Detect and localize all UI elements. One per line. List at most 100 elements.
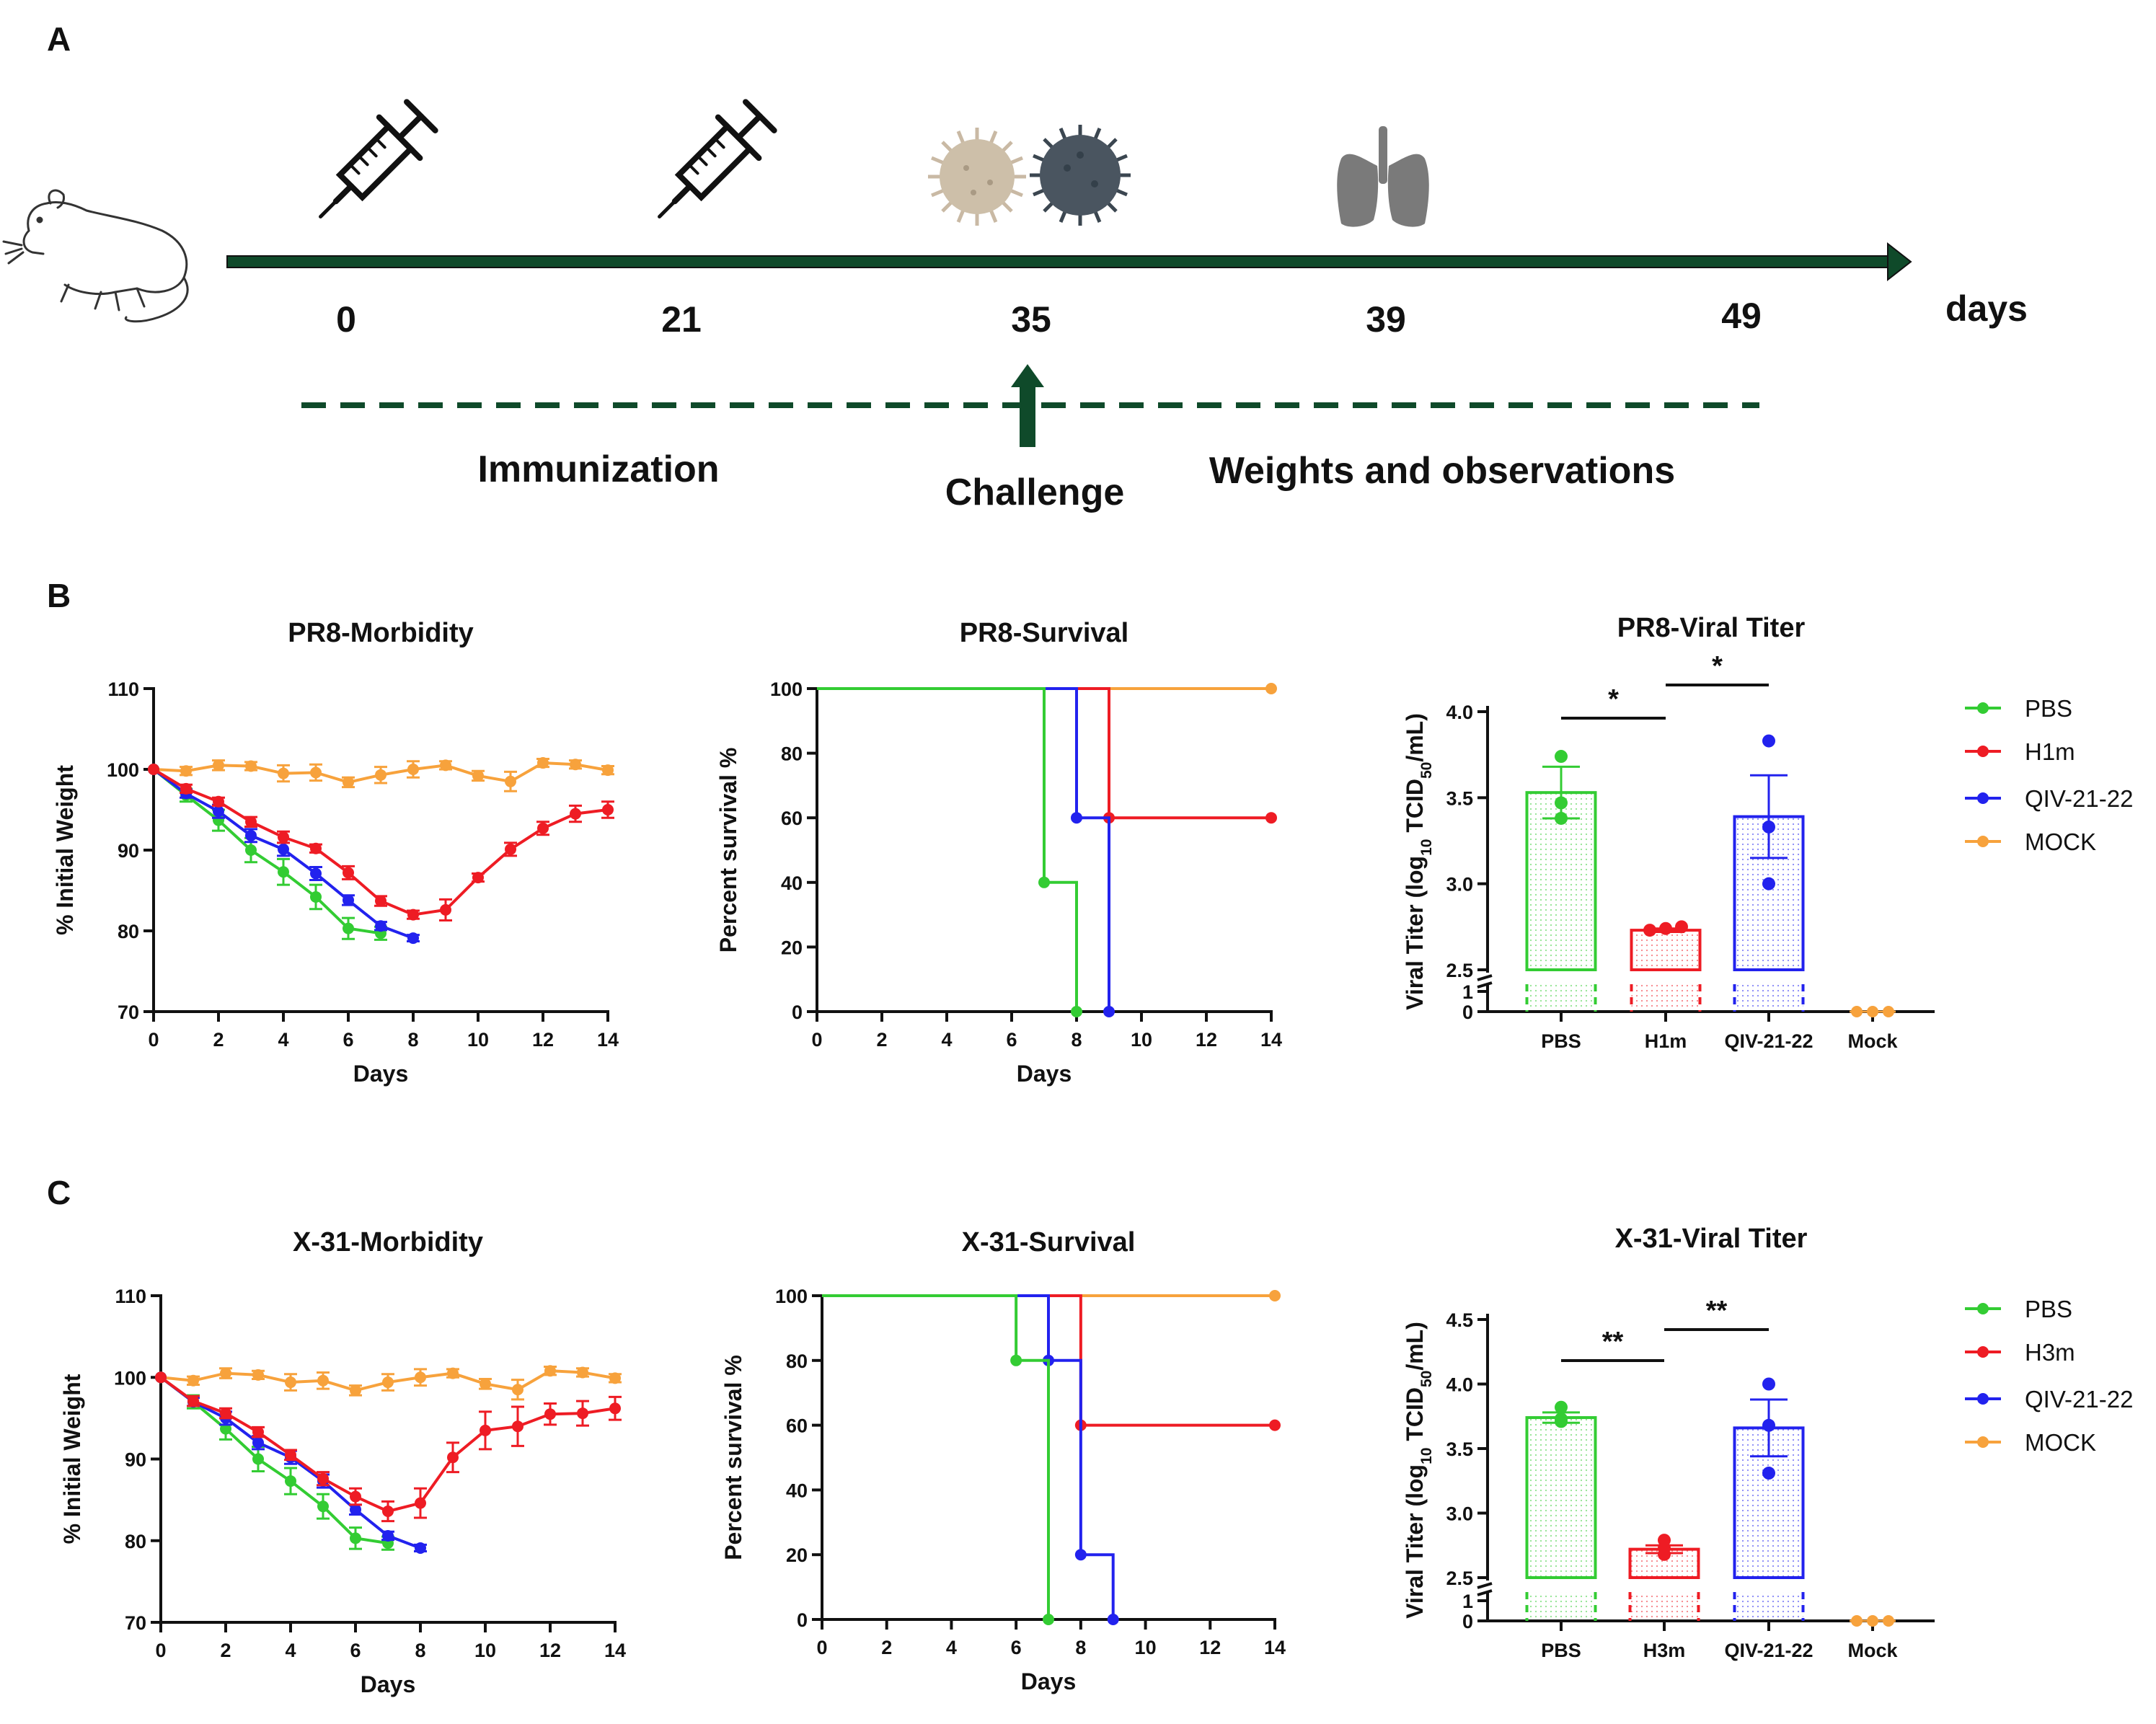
category-pbs: PBS: [1525, 750, 1597, 1052]
survival-point: [1107, 1614, 1119, 1625]
data-point: [252, 1453, 264, 1465]
x-tick-label: 0: [811, 1029, 822, 1051]
data-point: [440, 903, 451, 916]
survival-step-line: [817, 687, 1078, 1012]
y-axis-title-part: /mL): [1402, 713, 1428, 762]
legend-marker: [1977, 1393, 1989, 1405]
x-tick-label: 4: [278, 1029, 288, 1051]
replicate-point: [1762, 1418, 1775, 1432]
x-tick-label: QIV-21-22: [1724, 1030, 1813, 1052]
legend-b: PBS H1m QIV-21-22 MOCK: [1965, 695, 2133, 855]
y-tick-label: 70: [118, 1002, 139, 1023]
replicate-point: [1555, 750, 1568, 764]
weights-label: Weights and observations: [1209, 450, 1675, 492]
legend-item-h1m: H1m: [1965, 738, 2075, 765]
axis-break: [1477, 974, 1493, 981]
replicate-point: [1762, 820, 1775, 834]
x-tick-label: 12: [539, 1640, 561, 1661]
series-line: [152, 768, 381, 935]
data-point: [245, 760, 257, 772]
data-point: [602, 804, 614, 815]
y-tick-label: 70: [125, 1612, 146, 1634]
chart-title: PR8-Morbidity: [288, 618, 474, 648]
legend-marker: [1977, 1346, 1989, 1358]
y-tick-label: 20: [781, 937, 803, 958]
y-axis-title: Percent survival %: [715, 748, 741, 953]
survival-point: [1265, 683, 1277, 694]
data-point: [577, 1366, 588, 1379]
x-tick-label: 12: [1199, 1637, 1221, 1658]
x-tick-label: H3m: [1643, 1640, 1686, 1661]
syringe-icon: [658, 99, 777, 218]
challenge-label: Challenge: [945, 472, 1125, 513]
data-point: [310, 842, 322, 854]
y-tick-label: 3.5: [1446, 1438, 1473, 1460]
data-point: [570, 759, 581, 771]
bar: [1525, 1416, 1597, 1580]
data-point: [220, 1423, 231, 1435]
data-point: [155, 1371, 167, 1384]
y-axis-title-part: 10: [1418, 1448, 1435, 1464]
data-point: [415, 1542, 426, 1554]
axis-break: [1477, 1589, 1493, 1596]
x-tick-label: 2: [213, 1029, 224, 1051]
y-tick-label: 4.5: [1446, 1309, 1473, 1331]
bar-lower: [1631, 984, 1700, 1010]
survival-point: [1071, 1006, 1082, 1017]
axis-break: [1477, 1582, 1493, 1589]
y-tick-label: 100: [770, 678, 803, 700]
data-point: [505, 843, 516, 855]
y-tick-label: 110: [107, 678, 139, 700]
bar-lower: [1527, 984, 1596, 1010]
x-tick-label: H1m: [1645, 1030, 1687, 1052]
legend-marker: [1977, 1303, 1989, 1314]
y-tick-label: 100: [114, 1367, 146, 1389]
y-tick-label: 2.5: [1446, 1568, 1473, 1589]
data-point: [544, 1408, 556, 1420]
day-label: 0: [336, 299, 356, 340]
data-point: [213, 805, 224, 818]
x-axis-title: Days: [353, 1061, 409, 1087]
legend-item-pbs: PBS: [1965, 695, 2072, 722]
legend-marker: [1977, 702, 1989, 714]
data-point: [609, 1402, 621, 1415]
y-tick-label: 3.5: [1446, 787, 1473, 809]
x-tick-label: 10: [1135, 1637, 1157, 1658]
y-tick-label: 100: [107, 759, 139, 781]
panel-a: A: [2, 20, 2028, 513]
data-point: [415, 1371, 426, 1384]
x-tick-label: 8: [1071, 1029, 1082, 1051]
x-tick-label: 4: [941, 1029, 952, 1051]
x-tick-label: 8: [415, 1640, 425, 1661]
chart-title: X-31-Survival: [962, 1227, 1136, 1257]
C_morb-chart: X-31-Morbidity 70 80 90 100 110 0 2 4 6 8 10 12 14 Day…: [59, 1227, 626, 1697]
y-axis-title-part: Viral Titer (log: [1402, 856, 1428, 1010]
chart-title: PR8-Survival: [960, 618, 1128, 648]
B_morb-chart: PR8-Morbidity 70 80 90 100 110 0 2 4 6 8 10 12 14 Days…: [52, 618, 619, 1087]
data-point: [537, 757, 549, 769]
category-pbs: PBS: [1525, 1400, 1597, 1661]
survival-step-line: [822, 1294, 1050, 1619]
replicate-point: [1659, 921, 1672, 935]
y-tick-label: 4.0: [1446, 1374, 1473, 1396]
replicate-point: [1762, 734, 1775, 748]
virus-icon: [928, 128, 1026, 226]
bar-lower: [1734, 984, 1803, 1010]
y-tick-label: 4.0: [1446, 702, 1473, 723]
legend-label: MOCK: [2025, 1429, 2096, 1456]
x-axis-title: Days: [1021, 1668, 1077, 1694]
x-tick-label: 6: [350, 1640, 361, 1661]
data-point: [245, 829, 257, 841]
data-point: [278, 866, 289, 878]
x-tick-label: PBS: [1541, 1030, 1581, 1052]
day-label: 39: [1366, 299, 1406, 340]
data-point: [472, 872, 484, 884]
data-point: [447, 1451, 459, 1464]
data-point: [252, 1426, 264, 1438]
data-point: [505, 775, 516, 787]
data-point: [472, 769, 484, 782]
y-tick-label: 0: [1462, 1611, 1473, 1632]
y-tick-label: 1: [1462, 1591, 1473, 1612]
x-tick-label: 2: [876, 1029, 887, 1051]
